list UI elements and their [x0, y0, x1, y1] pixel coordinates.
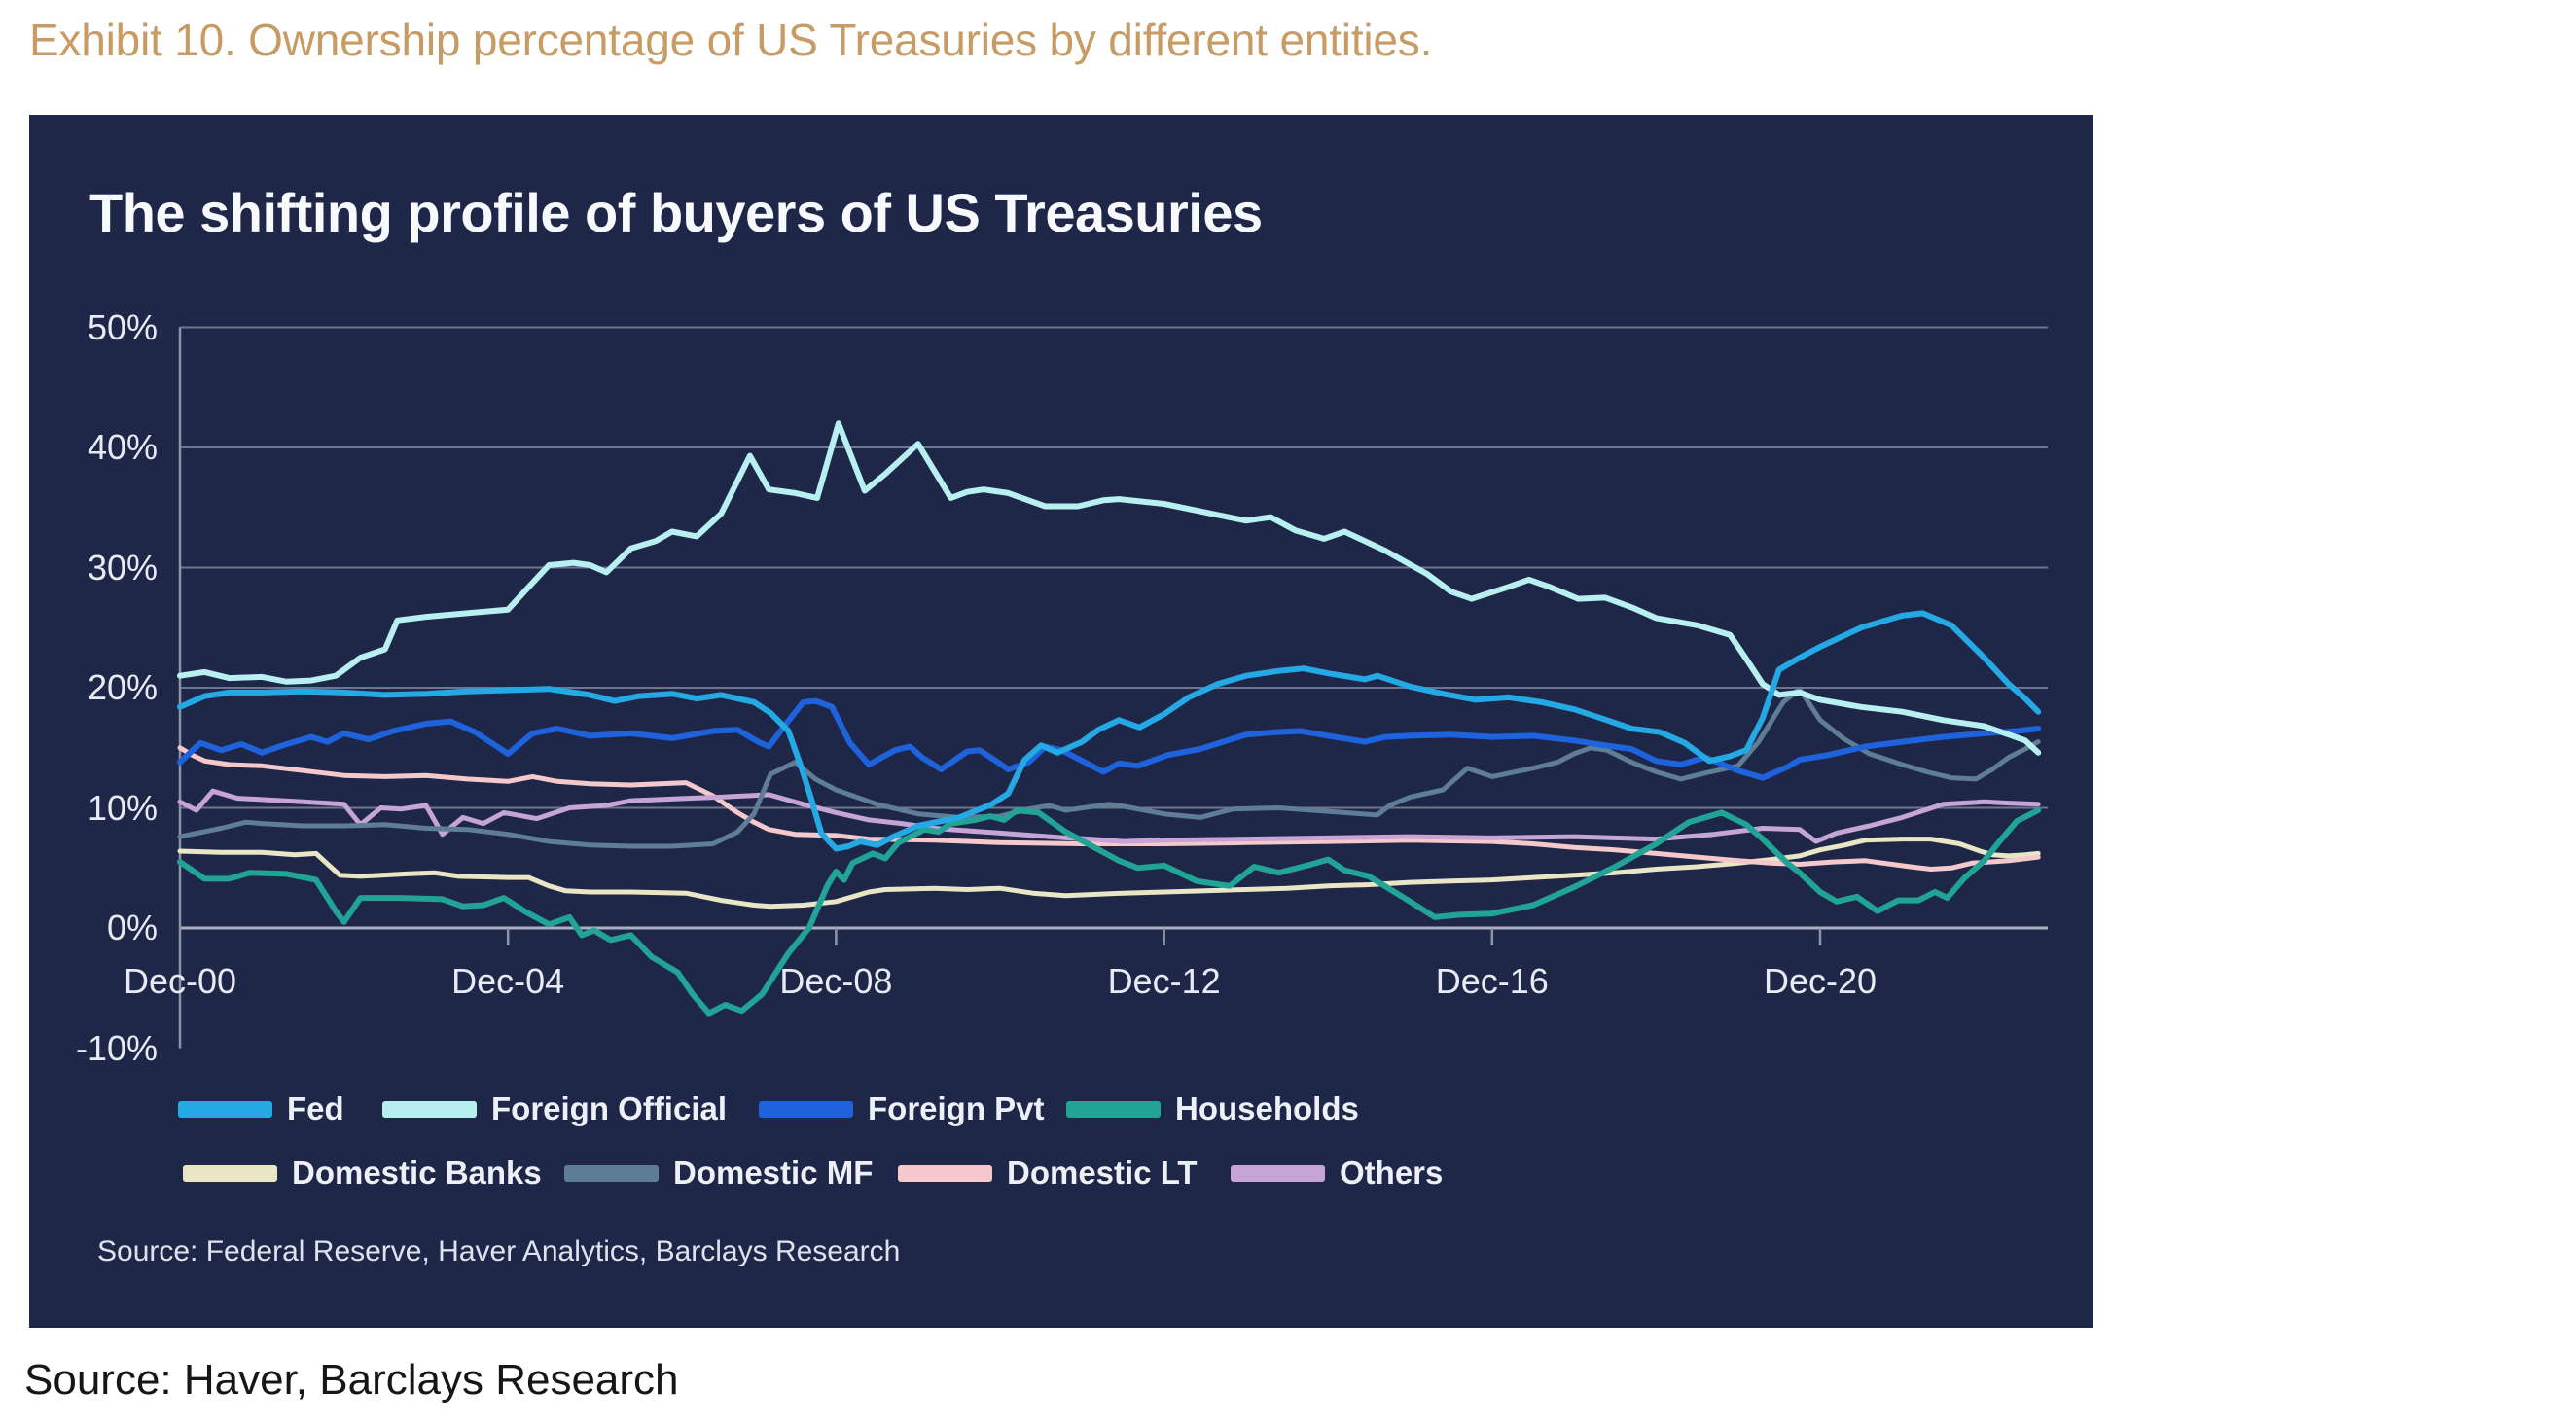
exhibit-title: Exhibit 10. Ownership percentage of US T…: [29, 15, 1433, 65]
legend-item-domestic-lt: Domestic LT: [898, 1155, 1198, 1191]
legend-item-domestic-mf: Domestic MF: [564, 1155, 874, 1191]
chart-panel: [29, 115, 2093, 1328]
legend-label: Domestic LT: [1007, 1155, 1198, 1191]
legend-swatch-foreign-official: [382, 1100, 477, 1118]
legend-item-fed: Fed: [178, 1090, 344, 1126]
legend-swatch-domestic-lt: [898, 1164, 992, 1182]
legend-swatch-fed: [178, 1100, 272, 1118]
legend-swatch-domestic-mf: [564, 1164, 659, 1182]
legend-item-others: Others: [1231, 1155, 1444, 1191]
legend-label: Fed: [287, 1090, 344, 1126]
legend-item-households: Households: [1066, 1090, 1359, 1126]
legend-swatch-foreign-pvt: [759, 1100, 853, 1118]
y-axis-tick-label: 0%: [106, 908, 158, 947]
x-axis-tick-label: Dec-12: [1107, 961, 1221, 1001]
legend-swatch-households: [1066, 1100, 1161, 1118]
y-axis-tick-label: 50%: [87, 306, 158, 347]
y-axis-tick-label: 10%: [87, 787, 158, 828]
legend-swatch-domestic-banks: [183, 1164, 277, 1182]
x-axis-tick-label: Dec-04: [451, 961, 565, 1001]
y-axis-tick-label: 20%: [87, 667, 158, 707]
x-axis-tick-label: Dec-20: [1763, 961, 1878, 1001]
legend-item-domestic-banks: Domestic Banks: [183, 1155, 542, 1191]
y-axis-tick-label: 30%: [87, 547, 158, 588]
legend-item-foreign-pvt: Foreign Pvt: [759, 1090, 1045, 1126]
y-axis-tick-label: 40%: [87, 427, 158, 467]
legend-label: Others: [1340, 1155, 1444, 1191]
panel-source-note: Source: Federal Reserve, Haver Analytics…: [97, 1235, 901, 1267]
legend-swatch-others: [1231, 1164, 1325, 1182]
x-axis-tick-label: Dec-00: [123, 961, 237, 1001]
x-axis-tick-label: Dec-16: [1435, 961, 1549, 1001]
x-axis-tick-label: Dec-08: [779, 961, 893, 1001]
legend-label: Domestic Banks: [292, 1155, 542, 1191]
legend-item-foreign-official: Foreign Official: [382, 1090, 728, 1126]
legend-label: Households: [1175, 1090, 1359, 1126]
legend-label: Foreign Official: [491, 1090, 728, 1126]
caption-source: Source: Haver, Barclays Research: [24, 1356, 679, 1404]
legend-label: Foreign Pvt: [868, 1090, 1045, 1126]
legend-label: Domestic MF: [673, 1155, 874, 1191]
chart-title: The shifting profile of buyers of US Tre…: [89, 182, 1263, 243]
y-axis-tick-label: -10%: [75, 1027, 158, 1068]
